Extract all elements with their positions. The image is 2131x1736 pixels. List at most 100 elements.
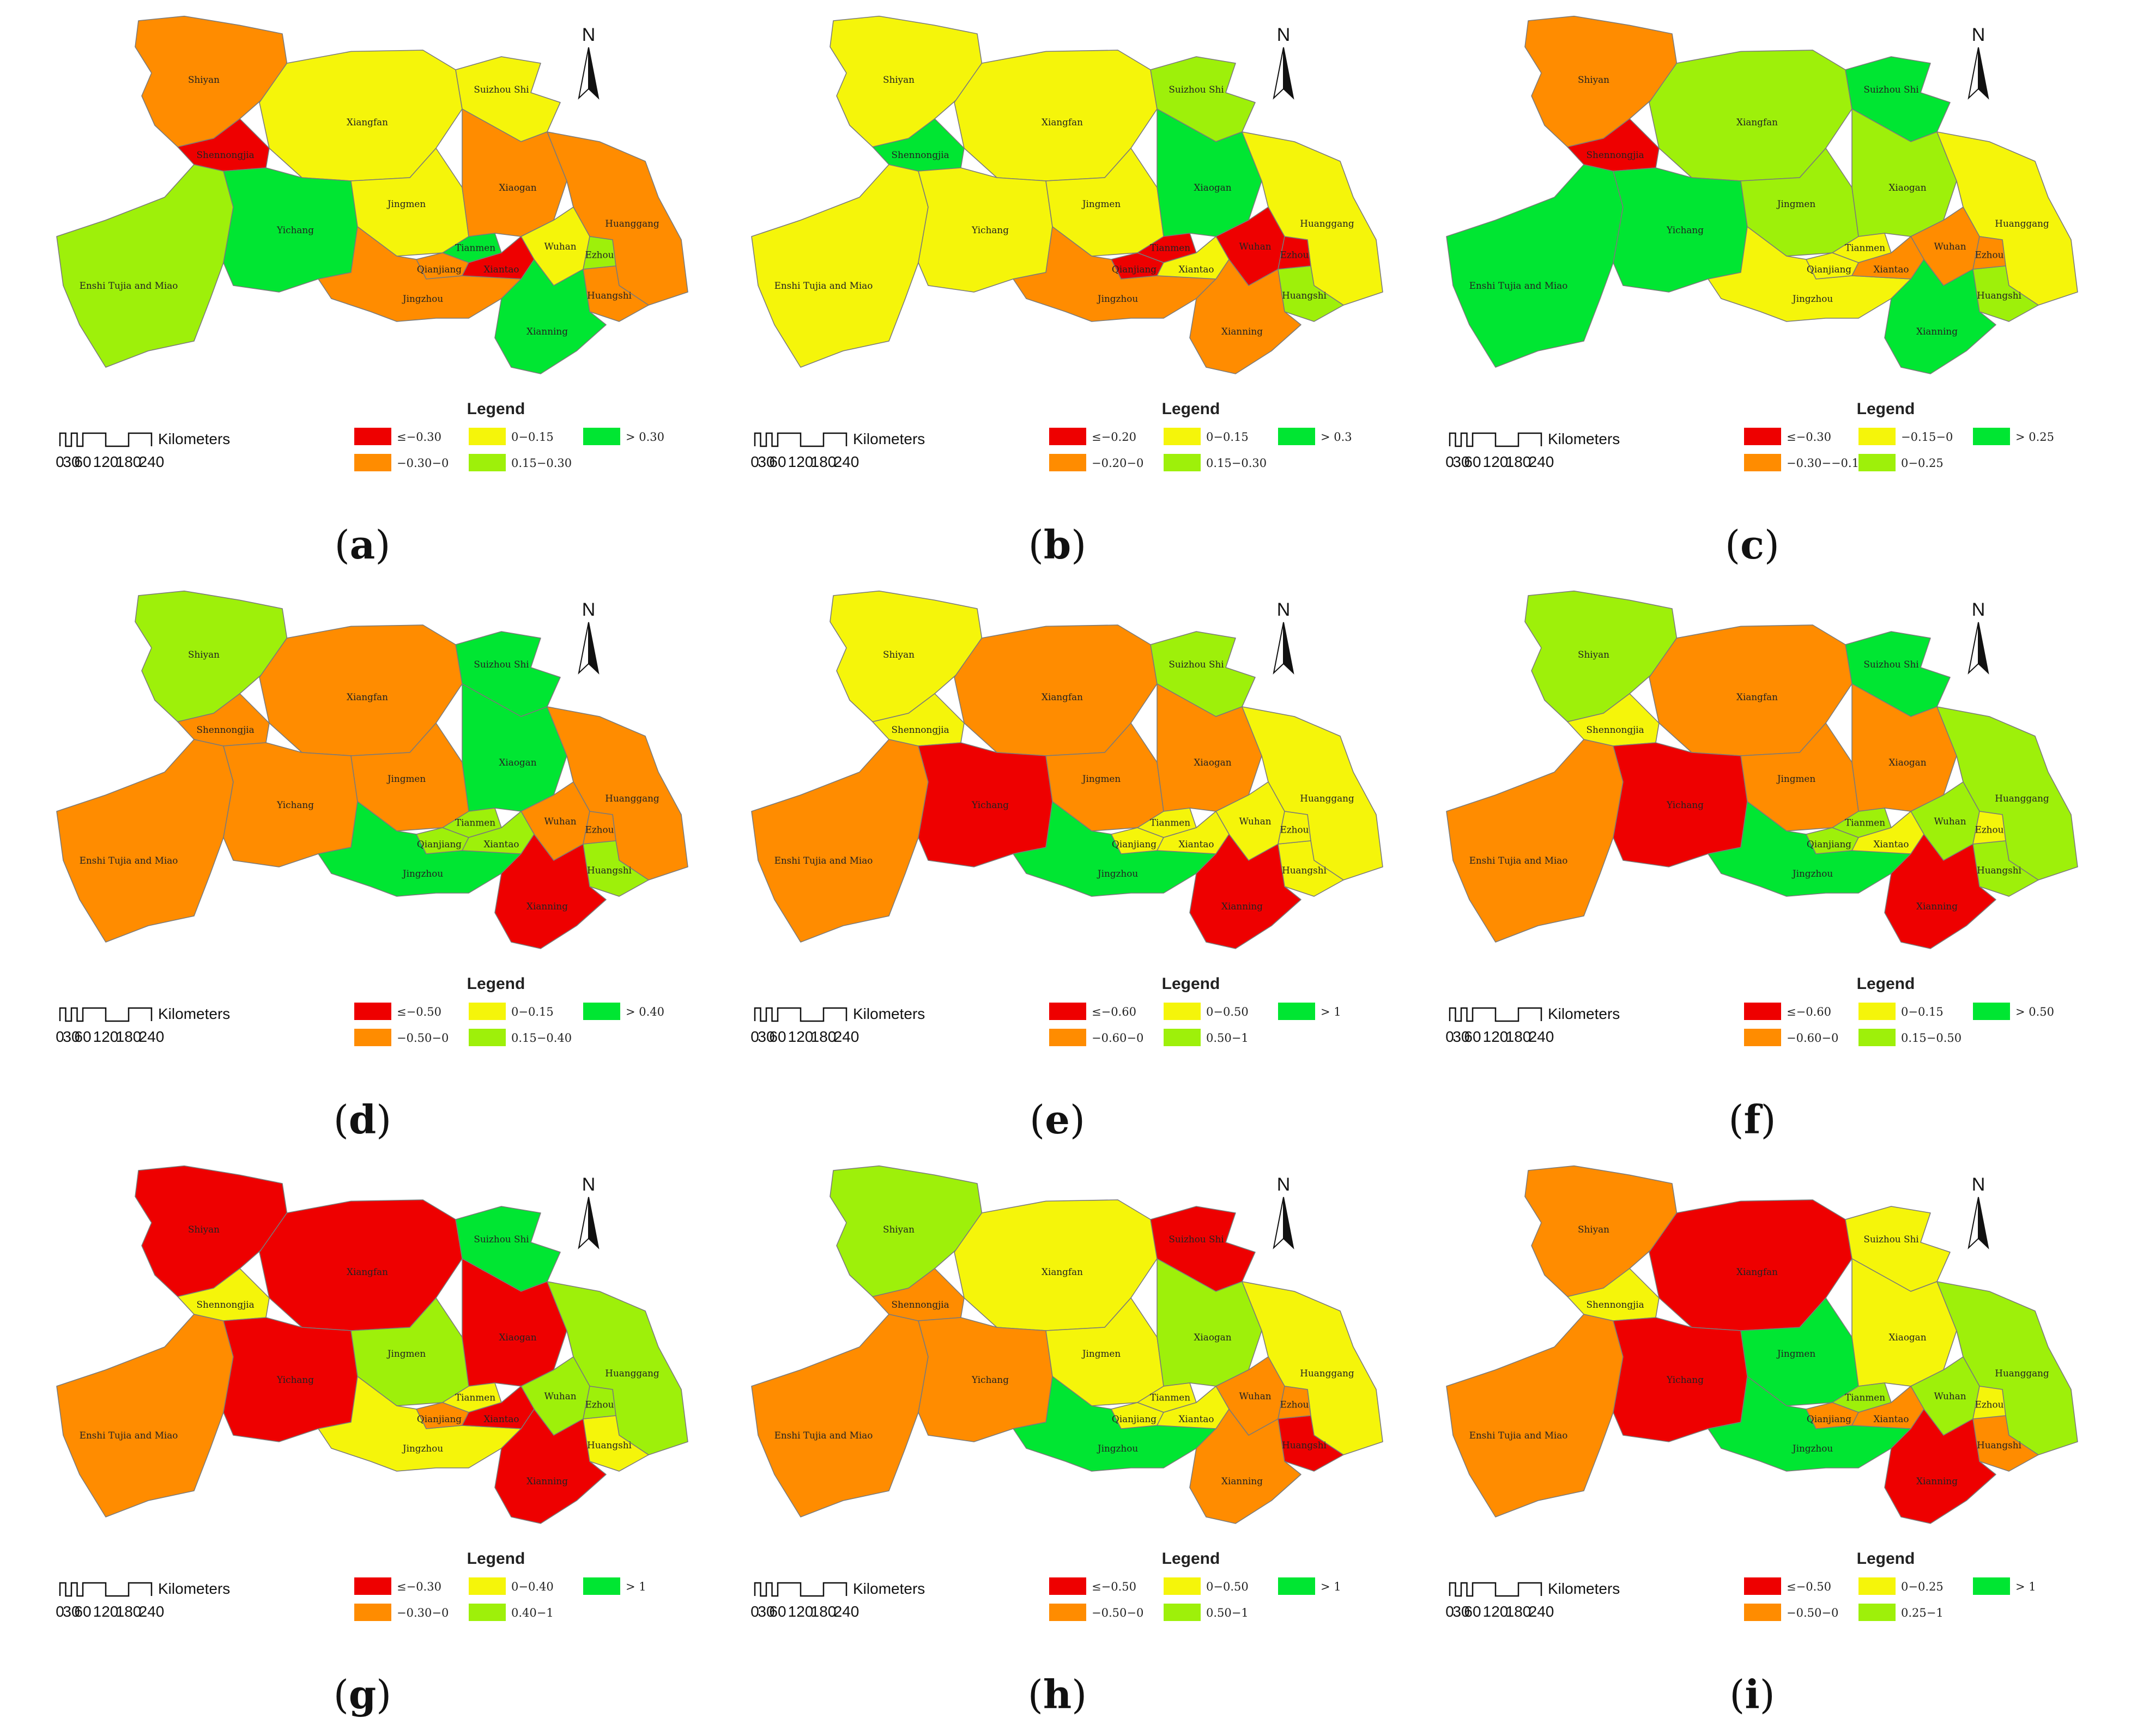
legend-swatch-lime bbox=[469, 1029, 506, 1046]
legend-swatch-yellow bbox=[1858, 1003, 1896, 1020]
region-label-shiyan: Shiyan bbox=[1578, 649, 1609, 660]
legend-swatch-red bbox=[354, 1577, 391, 1595]
region-label-suizhou: Suizhou Shi bbox=[474, 1234, 529, 1245]
legend-label-red: ≤−0.60 bbox=[1787, 1005, 1831, 1018]
legend-swatch-lime bbox=[1858, 1604, 1896, 1621]
region-label-tianmen: Tianmen bbox=[455, 1392, 495, 1403]
north-label: N bbox=[1277, 25, 1291, 45]
scale-tick-label: 30 bbox=[63, 1028, 80, 1045]
region-label-shiyan: Shiyan bbox=[188, 74, 220, 85]
legend-title: Legend bbox=[1857, 1550, 1915, 1568]
scale-unit-label: Kilometers bbox=[1548, 430, 1620, 447]
scale-tick-label: 240 bbox=[139, 1028, 165, 1045]
legend-label-yellow: 0−0.50 bbox=[1206, 1580, 1249, 1593]
region-ezhou bbox=[583, 811, 616, 845]
legend-swatch-red bbox=[354, 1003, 391, 1020]
region-label-enshi: Enshi Tujia and Miao bbox=[80, 280, 178, 291]
panel-label: (e) bbox=[1030, 1096, 1085, 1143]
region-shennongjia bbox=[872, 1268, 965, 1321]
region-label-wuhan: Wuhan bbox=[1239, 241, 1271, 252]
region-label-huangshi: Huangshi bbox=[1282, 865, 1327, 876]
region-label-suizhou: Suizhou Shi bbox=[1169, 84, 1224, 95]
legend-swatch-red bbox=[1744, 1003, 1781, 1020]
legend-label-red: ≤−0.20 bbox=[1092, 430, 1136, 444]
legend-label-green: > 1 bbox=[626, 1580, 646, 1593]
region-ezhou bbox=[583, 236, 616, 270]
region-label-huanggang: Huanggang bbox=[1300, 1368, 1354, 1379]
legend-title: Legend bbox=[1162, 400, 1220, 418]
legend-swatch-orange bbox=[1744, 1604, 1781, 1621]
legend-swatch-lime bbox=[1164, 1604, 1201, 1621]
region-label-xiaogan: Xiaogan bbox=[499, 1332, 536, 1343]
region-label-jingzhou: Jingzhou bbox=[402, 293, 443, 304]
legend-label-lime: 0.15−0.30 bbox=[1206, 457, 1267, 470]
legend-swatch-yellow bbox=[1164, 428, 1201, 445]
scale-tick-label: 180 bbox=[116, 1603, 142, 1620]
region-ezhou bbox=[1972, 236, 2006, 270]
legend-swatch-yellow bbox=[469, 428, 506, 445]
region-label-huangshi: Huangshi bbox=[587, 290, 632, 301]
region-label-qianjiang: Qianjiang bbox=[417, 839, 462, 849]
region-label-xiantao: Xiantao bbox=[1178, 839, 1214, 849]
region-label-tianmen: Tianmen bbox=[1150, 242, 1190, 253]
region-label-jingmen: Jingmen bbox=[1776, 773, 1816, 784]
scale-tick-label: 180 bbox=[1506, 1028, 1531, 1045]
legend-title: Legend bbox=[1162, 1550, 1220, 1568]
region-label-shennongjia: Shennongjia bbox=[1587, 149, 1644, 160]
scale-tick-label: 180 bbox=[116, 453, 142, 470]
region-label-tianmen: Tianmen bbox=[1845, 242, 1885, 253]
region-label-xianning: Xianning bbox=[1916, 1476, 1958, 1486]
region-label-xiantao: Xiantao bbox=[1178, 1413, 1214, 1424]
north-label: N bbox=[582, 25, 596, 45]
region-ezhou bbox=[1972, 1386, 2006, 1419]
region-label-shennongjia: Shennongjia bbox=[197, 149, 255, 160]
region-label-suizhou: Suizhou Shi bbox=[474, 659, 529, 670]
panel-e: Enshi Tujia and Miao Shiyan Xiangfan Suizho… bbox=[750, 590, 1383, 1143]
legend-swatch-orange bbox=[354, 454, 391, 471]
region-label-xiangfan: Xiangfan bbox=[1042, 1266, 1083, 1277]
region-label-enshi: Enshi Tujia and Miao bbox=[80, 1430, 178, 1441]
region-label-jingmen: Jingmen bbox=[386, 1348, 426, 1359]
legend-label-orange: −0.60−0 bbox=[1092, 1031, 1143, 1045]
region-label-qianjiang: Qianjiang bbox=[1112, 264, 1157, 275]
scale-tick-label: 0 bbox=[56, 1603, 64, 1620]
scale-tick-label: 120 bbox=[93, 453, 119, 470]
legend-label-lime: 0.50−1 bbox=[1206, 1606, 1249, 1619]
region-label-huanggang: Huanggang bbox=[1300, 793, 1354, 804]
legend-swatch-lime bbox=[469, 454, 506, 471]
scale-unit-label: Kilometers bbox=[158, 1005, 230, 1022]
legend-label-red: ≤−0.50 bbox=[1092, 1580, 1136, 1593]
region-enshi bbox=[56, 739, 234, 943]
region-label-wuhan: Wuhan bbox=[1934, 1391, 1966, 1401]
region-label-jingmen: Jingmen bbox=[1776, 198, 1816, 209]
legend-swatch-green bbox=[1278, 1577, 1315, 1595]
legend-label-orange: −0.30−−0.15 bbox=[1787, 457, 1866, 470]
scale-tick-label: 60 bbox=[1464, 453, 1481, 470]
region-label-qianjiang: Qianjiang bbox=[1807, 1413, 1851, 1424]
region-enshi bbox=[751, 164, 929, 368]
north-label: N bbox=[1277, 599, 1291, 620]
region-label-xianning: Xianning bbox=[1916, 326, 1958, 337]
region-shennongjia bbox=[177, 693, 270, 746]
scale-tick-label: 180 bbox=[1506, 1603, 1531, 1620]
region-label-xianning: Xianning bbox=[526, 1476, 568, 1486]
panel-label: (a) bbox=[335, 521, 391, 568]
legend-label-yellow: 0−0.25 bbox=[1901, 1580, 1944, 1593]
legend-label-lime: 0.40−1 bbox=[511, 1606, 554, 1619]
hubei-map: Enshi Tujia and Miao Shiyan Xiangfan Suizho… bbox=[751, 1165, 1383, 1524]
region-label-jingmen: Jingmen bbox=[386, 198, 426, 209]
region-label-shiyan: Shiyan bbox=[883, 74, 915, 85]
scale-tick-label: 30 bbox=[1452, 1603, 1469, 1620]
region-label-xiantao: Xiantao bbox=[1873, 839, 1909, 849]
scale-unit-label: Kilometers bbox=[853, 1580, 925, 1597]
legend-swatch-red bbox=[1049, 428, 1086, 445]
legend-label-orange: −0.50−0 bbox=[1787, 1606, 1838, 1619]
legend-label-lime: 0.15−0.30 bbox=[511, 457, 572, 470]
hubei-map: Enshi Tujia and Miao Shiyan Xiangfan Suizho… bbox=[751, 590, 1383, 949]
legend-swatch-orange bbox=[1744, 1029, 1781, 1046]
legend-swatch-green bbox=[583, 428, 620, 445]
region-label-suizhou: Suizhou Shi bbox=[474, 84, 529, 95]
region-label-yichang: Yichang bbox=[276, 1374, 314, 1385]
region-ezhou bbox=[583, 1386, 616, 1419]
scale-tick-label: 0 bbox=[1445, 1603, 1454, 1620]
